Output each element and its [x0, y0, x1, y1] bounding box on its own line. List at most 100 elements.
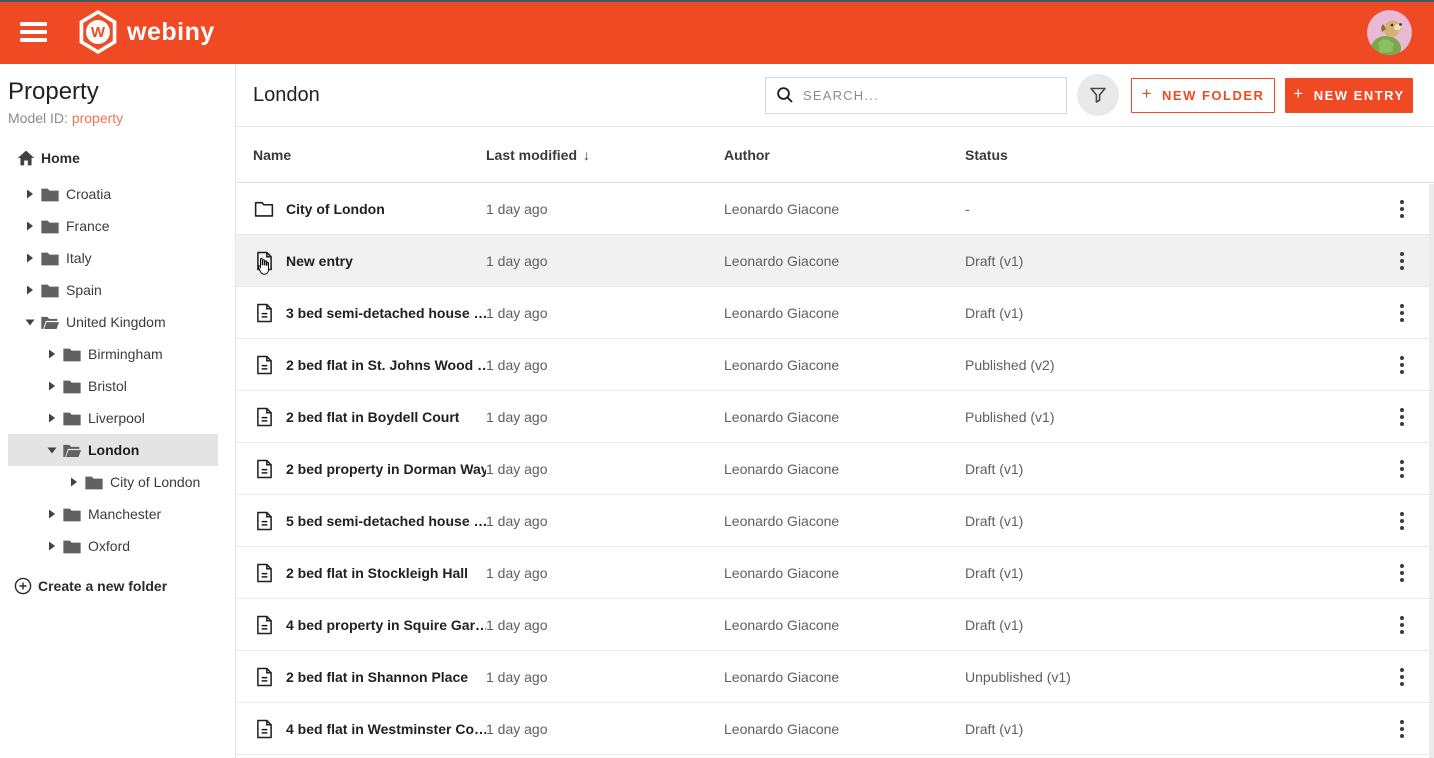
table-row[interactable]: 2 bed flat in St. Johns Wood … 1 day ago… [236, 339, 1434, 391]
row-name-label: 2 bed flat in Shannon Place [286, 668, 469, 685]
table-row[interactable]: 2 bed flat in Stockleigh Hall 1 day ago … [236, 547, 1434, 599]
sidebar-item-spain[interactable]: Spain [8, 274, 218, 306]
sidebar-item-france[interactable]: France [8, 210, 218, 242]
row-modified-cell: 1 day ago [486, 356, 548, 373]
new-folder-button[interactable]: + NEW FOLDER [1131, 77, 1275, 113]
row-actions-kebab-menu[interactable] [1394, 558, 1410, 588]
row-modified-cell: 1 day ago [486, 200, 548, 217]
chevron-right-icon[interactable] [47, 412, 57, 424]
chevron-right-icon[interactable] [25, 220, 35, 232]
chevron-right-icon[interactable] [47, 380, 57, 392]
row-actions-kebab-menu[interactable] [1394, 454, 1410, 484]
chevron-right-icon[interactable] [47, 508, 57, 520]
new-entry-button[interactable]: + NEW ENTRY [1285, 77, 1413, 113]
filter-button[interactable] [1077, 74, 1119, 116]
row-status-cell: Published (v2) [965, 356, 1055, 373]
table-row[interactable]: 2 bed flat in Boydell Court 1 day ago Le… [236, 391, 1434, 443]
table-row[interactable]: 4 bed flat in Westminster Co… 1 day ago … [236, 703, 1434, 755]
folder-icon [41, 220, 59, 233]
search-box[interactable] [765, 76, 1067, 114]
row-name-label: 4 bed flat in Westminster Co… [286, 720, 486, 737]
row-actions-kebab-menu[interactable] [1394, 194, 1410, 224]
sidebar-item-croatia[interactable]: Croatia [8, 178, 218, 210]
row-name-label: 2 bed flat in Boydell Court [286, 408, 460, 425]
row-name-label: 4 bed property in Squire Gar… [286, 616, 486, 633]
column-header-status[interactable]: Status [965, 146, 1008, 163]
chevron-right-icon[interactable] [25, 252, 35, 264]
row-actions-kebab-menu[interactable] [1394, 298, 1410, 328]
sidebar-item-city-of-london[interactable]: City of London [8, 466, 218, 498]
row-actions-kebab-menu[interactable] [1394, 246, 1410, 276]
row-name-label: New entry [286, 252, 353, 269]
chevron-right-icon[interactable] [25, 284, 35, 296]
hamburger-menu-icon[interactable] [20, 22, 47, 42]
sidebar-item-manchester[interactable]: Manchester [8, 498, 218, 530]
tree-item-label: Manchester [88, 506, 162, 522]
sidebar-item-liverpool[interactable]: Liverpool [8, 402, 218, 434]
chevron-right-icon[interactable] [25, 188, 35, 200]
row-modified-cell: 1 day ago [486, 252, 548, 269]
chevron-down-icon[interactable] [24, 317, 36, 327]
table-row[interactable]: 2 bed property in Dorman Way 1 day ago L… [236, 443, 1434, 495]
sidebar-item-london[interactable]: London [8, 434, 218, 466]
chevron-right-icon[interactable] [69, 476, 79, 488]
folder-icon [63, 412, 81, 425]
row-actions-kebab-menu[interactable] [1394, 662, 1410, 692]
table-row[interactable]: New entry 1 day ago Leonardo Giacone Dra… [236, 235, 1434, 287]
sidebar-item-birmingham[interactable]: Birmingham [8, 338, 218, 370]
column-header-name[interactable]: Name [253, 146, 292, 163]
sidebar-item-bristol[interactable]: Bristol [8, 370, 218, 402]
row-modified-cell: 1 day ago [486, 460, 548, 477]
row-name-label: 5 bed semi-detached house … [286, 512, 486, 529]
row-name-cell: 2 bed flat in Stockleigh Hall [236, 563, 486, 583]
folder-icon [63, 508, 81, 521]
create-new-folder-button[interactable]: Create a new folder [0, 566, 235, 606]
table-body: City of London 1 day ago Leonardo Giacon… [236, 183, 1434, 755]
table-row[interactable]: 3 bed semi-detached house … 1 day ago Le… [236, 287, 1434, 339]
chevron-down-icon[interactable] [46, 445, 58, 455]
model-id-label: Model ID: [8, 110, 68, 126]
row-status-cell: Draft (v1) [965, 616, 1024, 633]
row-name-cell: 2 bed property in Dorman Way [236, 459, 486, 479]
sidebar-item-home[interactable]: Home [0, 140, 235, 176]
sidebar-home-label: Home [41, 150, 80, 166]
folder-icon [41, 252, 59, 265]
sidebar-item-italy[interactable]: Italy [8, 242, 218, 274]
tree-item-label: Italy [66, 250, 92, 266]
row-modified-cell: 1 day ago [486, 668, 548, 685]
plus-icon: + [1141, 84, 1154, 103]
folder-icon [41, 188, 59, 201]
table-row[interactable]: City of London 1 day ago Leonardo Giacon… [236, 183, 1434, 235]
content-header: London + NEW FOLDER + NEW ENTRY [236, 64, 1434, 127]
webiny-logo[interactable]: W webiny [78, 10, 215, 54]
document-icon [256, 563, 272, 582]
column-header-last-modified[interactable]: Last modified ↓ [486, 147, 724, 163]
row-actions-kebab-menu[interactable] [1394, 402, 1410, 432]
row-actions-kebab-menu[interactable] [1394, 610, 1410, 640]
column-header-author[interactable]: Author [724, 146, 770, 163]
circle-plus-icon [14, 577, 32, 595]
tree-item-label: Oxford [88, 538, 131, 554]
sidebar-item-oxford[interactable]: Oxford [8, 530, 218, 562]
row-status-cell: Draft (v1) [965, 460, 1024, 477]
search-input[interactable] [803, 87, 1056, 103]
tree-item-label: Bristol [88, 378, 127, 394]
scrollbar-track[interactable] [1429, 184, 1434, 758]
chevron-right-icon[interactable] [47, 348, 57, 360]
table-row[interactable]: 4 bed property in Squire Gar… 1 day ago … [236, 599, 1434, 651]
row-name-label: 3 bed semi-detached house … [286, 304, 486, 321]
sidebar-item-united-kingdom[interactable]: United Kingdom [8, 306, 218, 338]
avatar-dog-image [1367, 9, 1412, 55]
document-icon [256, 251, 272, 270]
chevron-right-icon[interactable] [47, 540, 57, 552]
folder-icon [41, 284, 59, 297]
row-actions-kebab-menu[interactable] [1394, 506, 1410, 536]
table-row[interactable]: 2 bed flat in Shannon Place 1 day ago Le… [236, 651, 1434, 703]
sort-descending-icon[interactable]: ↓ [583, 146, 591, 163]
table-row[interactable]: 5 bed semi-detached house … 1 day ago Le… [236, 495, 1434, 547]
row-actions-kebab-menu[interactable] [1394, 350, 1410, 380]
user-avatar[interactable] [1367, 9, 1412, 55]
row-name-cell: City of London [236, 199, 486, 219]
row-actions-kebab-menu[interactable] [1394, 714, 1410, 744]
row-name-cell: 2 bed flat in Boydell Court [236, 407, 486, 427]
